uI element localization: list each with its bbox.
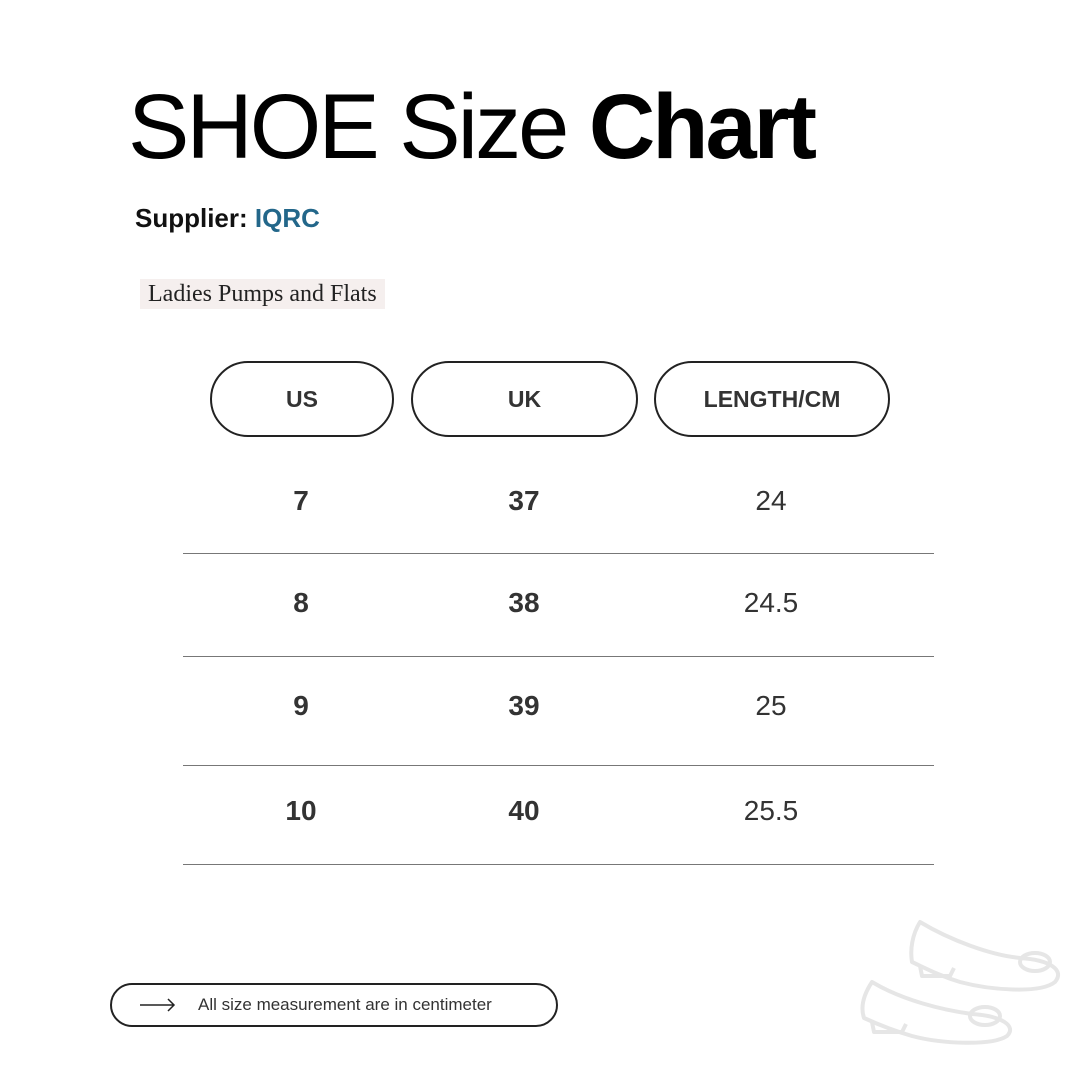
header-uk: UK — [411, 361, 638, 437]
supplier-label: Supplier: — [135, 203, 255, 233]
note-text: All size measurement are in centimeter — [198, 995, 492, 1014]
cell-length: 24.5 — [743, 587, 799, 618]
cell-us: 10 — [285, 795, 317, 826]
header-us: US — [210, 361, 394, 437]
supplier: Supplier: IQRC — [135, 203, 320, 234]
category-label: Ladies Pumps and Flats — [140, 279, 385, 309]
row-divider — [183, 656, 934, 657]
cell-us: 7 — [293, 485, 309, 516]
row-divider — [183, 553, 934, 554]
measurement-note: All size measurement are in centimeter — [110, 983, 558, 1027]
cell-uk: 39 — [508, 690, 540, 721]
cell-us: 9 — [293, 690, 309, 721]
shoes-icon — [860, 920, 1060, 1045]
row-divider — [183, 864, 934, 865]
row-divider — [183, 765, 934, 766]
title-bold: Chart — [588, 76, 817, 178]
cell-us: 8 — [293, 587, 309, 618]
supplier-name: IQRC — [254, 203, 320, 233]
cell-length: 24 — [755, 485, 787, 516]
title-light: SHOE Size — [128, 76, 589, 178]
page-title: SHOE Size Chart — [128, 72, 817, 182]
cell-uk: 38 — [508, 587, 540, 618]
cell-length: 25 — [755, 690, 787, 721]
cell-uk: 40 — [508, 795, 540, 826]
arrow-right-icon — [140, 998, 176, 1012]
header-length: LENGTH/CM — [654, 361, 890, 437]
cell-uk: 37 — [508, 485, 540, 516]
cell-length: 25.5 — [743, 795, 799, 826]
